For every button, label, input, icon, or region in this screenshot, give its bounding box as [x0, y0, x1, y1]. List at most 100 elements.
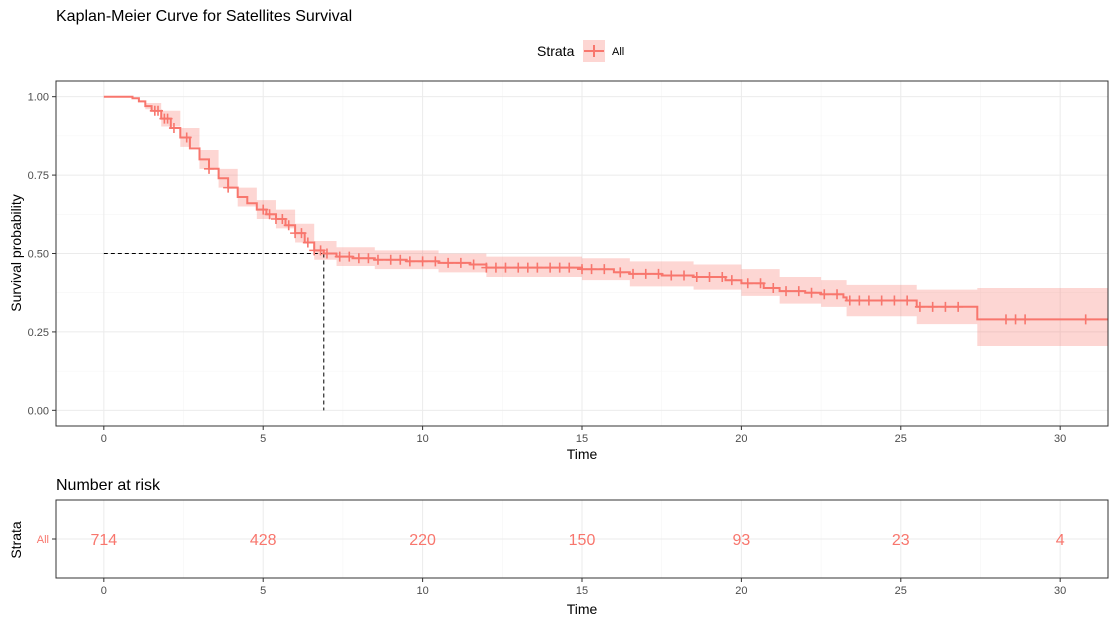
- censor-mark: [953, 301, 964, 312]
- censor-mark: [768, 283, 779, 293]
- survival-plot-panel: 0 5 10 15 20 25 30 0.00 0.25 0.50 0.75 1.00: [28, 80, 1109, 445]
- censor-mark: [321, 248, 332, 259]
- risk-value: 428: [250, 532, 277, 549]
- censor-mark: [940, 301, 951, 312]
- risk-values: 714 428 220 150 93 23 4: [90, 532, 1064, 549]
- censor-mark: [844, 295, 855, 306]
- censor-mark: [372, 254, 383, 265]
- risk-x-tick-label: 25: [895, 585, 907, 597]
- censor-mark: [628, 268, 639, 279]
- censor-mark: [1020, 314, 1031, 325]
- x-tick-label: 25: [895, 433, 907, 445]
- censor-mark: [443, 257, 454, 268]
- censor-mark: [334, 251, 345, 262]
- censor-mark: [755, 278, 766, 289]
- censor-mark: [854, 295, 865, 306]
- censor-mark: [181, 132, 192, 143]
- risk-value: 220: [409, 532, 436, 549]
- risk-x-tick-label: 15: [576, 585, 588, 597]
- risk-y-axis-title: Strata: [8, 521, 24, 559]
- censor-mark: [264, 209, 275, 220]
- main-x-axis: 0 5 10 15 20 25 30: [101, 426, 1066, 445]
- censor-mark: [914, 301, 925, 312]
- confidence-ribbon: [103, 96, 1109, 347]
- risk-x-tick-label: 5: [260, 585, 266, 597]
- censor-mark: [742, 278, 753, 289]
- chart-title: Kaplan-Meier Curve for Satellites Surviv…: [56, 8, 352, 25]
- censor-mark: [204, 163, 215, 174]
- risk-table-title: Number at risk: [56, 477, 161, 494]
- censor-mark: [691, 272, 702, 283]
- censor-mark: [500, 262, 511, 273]
- y-tick-label: 0.00: [28, 405, 49, 417]
- median-survival-lines: [103, 253, 325, 411]
- risk-table-panel: 714 428 220 150 93 23 4 0 5 10 15 20 25 30 All: [37, 499, 1109, 597]
- risk-row-label: All: [37, 534, 49, 546]
- risk-value: 4: [1056, 532, 1065, 549]
- censor-mark: [577, 264, 587, 275]
- censor-mark: [726, 275, 737, 286]
- censor-mark: [819, 289, 830, 300]
- censor-mark: [363, 253, 374, 264]
- censor-mark: [1010, 314, 1021, 325]
- risk-value: 150: [569, 532, 596, 549]
- risk-x-axis: 0 5 10 15 20 25 30: [101, 578, 1066, 597]
- censor-mark: [554, 262, 565, 273]
- risk-x-tick-label: 0: [101, 585, 107, 597]
- censor-mark: [781, 286, 792, 297]
- risk-x-tick-label: 10: [416, 585, 428, 597]
- censor-mark: [153, 105, 164, 116]
- censor-mark: [302, 237, 313, 248]
- censor-mark: [806, 287, 817, 298]
- survival-curve-line: [103, 95, 1108, 321]
- x-tick-label: 5: [260, 433, 266, 445]
- censor-mark: [599, 264, 610, 275]
- x-tick-label: 0: [101, 433, 107, 445]
- y-tick-label: 0.50: [28, 249, 49, 261]
- y-tick-label: 1.00: [28, 92, 49, 104]
- censor-mark: [522, 262, 533, 273]
- risk-x-tick-label: 20: [735, 585, 747, 597]
- censor-mark: [395, 254, 406, 265]
- y-tick-label: 0.25: [28, 327, 49, 339]
- censor-mark: [666, 270, 677, 281]
- censor-mark: [704, 272, 715, 283]
- censor-mark: [513, 262, 524, 273]
- censor-mark: [615, 267, 626, 278]
- censor-mark: [277, 214, 288, 224]
- censor-mark: [1000, 314, 1011, 325]
- risk-gridlines: [56, 500, 1108, 578]
- x-tick-label: 10: [416, 433, 428, 445]
- censor-mark: [863, 295, 874, 306]
- censor-mark: [455, 257, 466, 268]
- censor-mark: [876, 295, 887, 306]
- censor-mark: [532, 262, 543, 273]
- risk-value: 714: [90, 532, 117, 549]
- censor-mark: [902, 295, 913, 306]
- censor-mark: [223, 182, 234, 193]
- risk-y-axis: All: [37, 534, 56, 546]
- main-y-axis-title: Survival probability: [8, 194, 24, 312]
- legend: Strata All: [537, 40, 624, 62]
- legend-title: Strata: [537, 43, 575, 59]
- x-tick-label: 30: [1054, 433, 1066, 445]
- censor-mark: [564, 262, 575, 273]
- censor-mark: [162, 113, 173, 124]
- censor-marks: [149, 105, 1091, 325]
- legend-label-all: All: [612, 46, 624, 58]
- risk-x-tick-label: 30: [1054, 585, 1066, 597]
- censor-mark: [640, 268, 651, 279]
- censor-mark: [545, 262, 556, 273]
- censor-mark: [430, 256, 441, 267]
- censor-mark: [832, 289, 843, 300]
- censor-mark: [586, 264, 597, 275]
- main-y-axis: 0.00 0.25 0.50 0.75 1.00: [28, 92, 56, 417]
- x-tick-label: 15: [576, 433, 588, 445]
- censor-mark: [168, 123, 179, 134]
- censor-mark: [653, 268, 664, 279]
- x-tick-label: 20: [735, 433, 747, 445]
- y-tick-label: 0.75: [28, 170, 49, 182]
- censor-mark: [490, 262, 501, 273]
- risk-x-axis-title: Time: [567, 601, 598, 617]
